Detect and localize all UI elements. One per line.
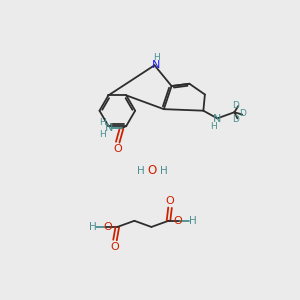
Text: H: H [89, 222, 97, 232]
Text: O: O [166, 196, 174, 206]
Text: O: O [148, 164, 157, 177]
Text: D: D [239, 109, 245, 118]
Text: D: D [232, 101, 239, 110]
Text: O: O [113, 144, 122, 154]
Text: O: O [104, 222, 112, 232]
Text: H: H [153, 53, 160, 62]
Text: N: N [105, 123, 113, 133]
Text: H: H [100, 130, 106, 139]
Text: H: H [137, 166, 145, 176]
Text: H: H [160, 166, 168, 176]
Text: N: N [152, 60, 160, 70]
Text: O: O [111, 242, 119, 252]
Text: O: O [173, 216, 182, 226]
Text: D: D [232, 115, 238, 124]
Text: H: H [210, 122, 217, 131]
Text: H: H [100, 118, 106, 127]
Text: N: N [213, 114, 221, 124]
Text: H: H [189, 216, 196, 226]
